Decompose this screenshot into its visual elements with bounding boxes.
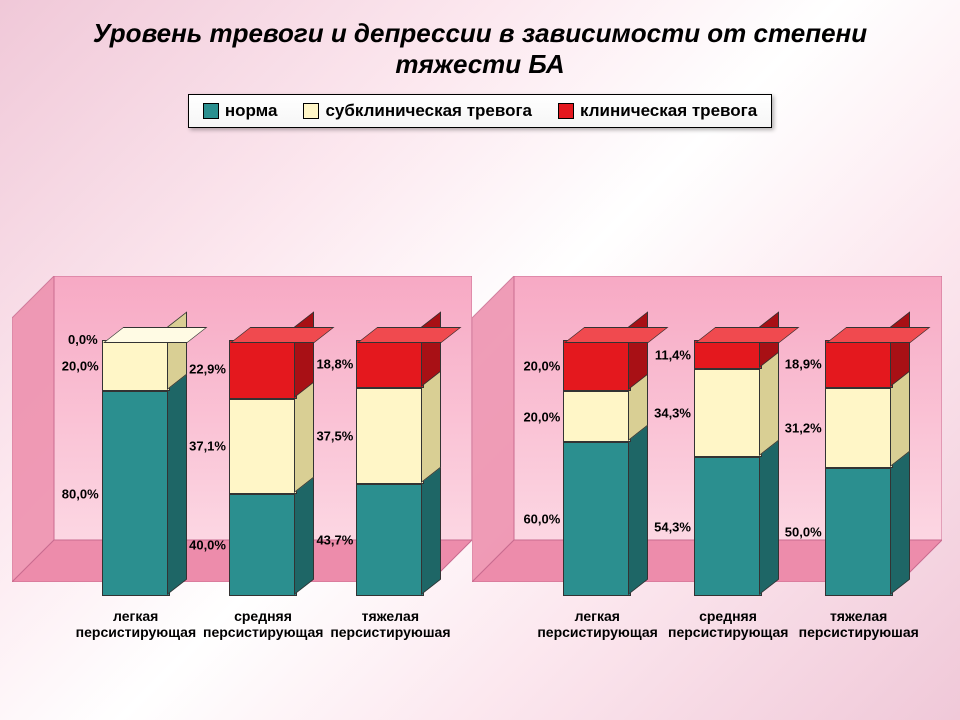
bar-value-label: 18,8% bbox=[299, 357, 353, 372]
category-labels: легкая персистирующаясредняя персистирую… bbox=[54, 608, 472, 640]
bar-segment-clin: 0,0% bbox=[102, 338, 170, 340]
bar-segment-sub: 20,0% bbox=[102, 340, 170, 391]
bar-side bbox=[628, 414, 648, 595]
bar-column: 54,3%34,3%11,4% bbox=[685, 340, 771, 596]
bar-value-label: 40,0% bbox=[172, 537, 226, 552]
bar-segment-norm: 54,3% bbox=[694, 457, 762, 596]
bar-top bbox=[826, 327, 930, 343]
legend-swatch bbox=[203, 103, 219, 119]
category-label: легкая персистирующая bbox=[537, 608, 657, 640]
chart-title: Уровень тревоги и депрессии в зависимост… bbox=[0, 0, 960, 90]
legend-label: норма bbox=[225, 101, 278, 121]
bar-segment-clin: 11,4% bbox=[694, 340, 762, 369]
legend-item: норма bbox=[203, 101, 278, 121]
category-label: средняя персистирующая bbox=[668, 608, 788, 640]
bar-value-label: 22,9% bbox=[172, 362, 226, 377]
bar-segment-sub: 37,1% bbox=[229, 399, 297, 494]
category-label: тяжелая персистируюшая bbox=[799, 608, 919, 640]
legend-label: субклиническая тревога bbox=[325, 101, 532, 121]
bar-segment-norm: 60,0% bbox=[563, 442, 631, 596]
bar-column: 50,0%31,2%18,9% bbox=[816, 340, 902, 596]
left-chart-panel: 80,0%20,0%0,0%40,0%37,1%22,9%43,7%37,5%1… bbox=[12, 278, 472, 638]
bar-value-label: 50,0% bbox=[768, 525, 822, 540]
bar-segment-clin: 18,9% bbox=[825, 340, 893, 388]
legend-item: клиническая тревога bbox=[558, 101, 757, 121]
bar-value-label: 20,0% bbox=[506, 358, 560, 373]
bar-value-label: 18,9% bbox=[768, 356, 822, 371]
bar-segment-clin: 20,0% bbox=[563, 340, 631, 391]
legend-label: клиническая тревога bbox=[580, 101, 757, 121]
bar-top bbox=[230, 327, 334, 343]
legend: норма субклиническая тревога клиническая т… bbox=[0, 94, 960, 128]
bar-top bbox=[695, 327, 799, 343]
bar-value-label: 20,0% bbox=[45, 358, 99, 373]
category-labels: легкая персистирующая средняя персистирую… bbox=[514, 608, 942, 640]
bar-side bbox=[167, 363, 187, 595]
bar-value-label: 0,0% bbox=[44, 332, 98, 347]
bar-value-label: 11,4% bbox=[637, 347, 691, 362]
bars-area: 60,0%20,0%20,0%54,3%34,3%11,4%50,0%31,2%… bbox=[514, 278, 942, 596]
bar-value-label: 34,3% bbox=[637, 406, 691, 421]
bar-segment-norm: 80,0% bbox=[102, 391, 170, 596]
bar-top bbox=[357, 327, 461, 343]
bar-value-label: 37,5% bbox=[299, 429, 353, 444]
right-chart-panel: 60,0%20,0%20,0%54,3%34,3%11,4%50,0%31,2%… bbox=[472, 278, 942, 638]
bar-value-label: 31,2% bbox=[768, 421, 822, 436]
bar-value-label: 60,0% bbox=[506, 512, 560, 527]
bar-column: 60,0%20,0%20,0% bbox=[554, 340, 640, 596]
bar-column: 80,0%20,0%0,0% bbox=[93, 338, 179, 596]
category-label: тяжелая персистируюшая bbox=[330, 608, 450, 640]
category-label: средняя персистирующая bbox=[203, 608, 323, 640]
bar-top bbox=[564, 327, 668, 343]
bar-value-label: 80,0% bbox=[45, 486, 99, 501]
bar-segment-norm: 43,7% bbox=[356, 484, 424, 596]
bar-segment-sub: 34,3% bbox=[694, 369, 762, 457]
bar-value-label: 37,1% bbox=[172, 439, 226, 454]
bar-segment-clin: 18,8% bbox=[356, 340, 424, 388]
bar-segment-sub: 31,2% bbox=[825, 388, 893, 468]
legend-item: субклиническая тревога bbox=[303, 101, 532, 121]
bar-value-label: 43,7% bbox=[299, 533, 353, 548]
legend-swatch bbox=[303, 103, 319, 119]
bar-segment-norm: 50,0% bbox=[825, 468, 893, 596]
bar-segment-sub: 37,5% bbox=[356, 388, 424, 484]
bar-value-label: 54,3% bbox=[637, 519, 691, 534]
category-label: легкая персистирующая bbox=[76, 608, 196, 640]
bar-column: 43,7%37,5%18,8% bbox=[347, 340, 433, 596]
legend-swatch bbox=[558, 103, 574, 119]
bar-segment-sub: 20,0% bbox=[563, 391, 631, 442]
bar-value-label: 20,0% bbox=[506, 409, 560, 424]
bar-segment-norm: 40,0% bbox=[229, 494, 297, 596]
bar-column: 40,0%37,1%22,9% bbox=[220, 340, 306, 596]
bars-area: 80,0%20,0%0,0%40,0%37,1%22,9%43,7%37,5%1… bbox=[54, 278, 472, 596]
bar-segment-clin: 22,9% bbox=[229, 340, 297, 399]
bar-top bbox=[103, 327, 207, 343]
